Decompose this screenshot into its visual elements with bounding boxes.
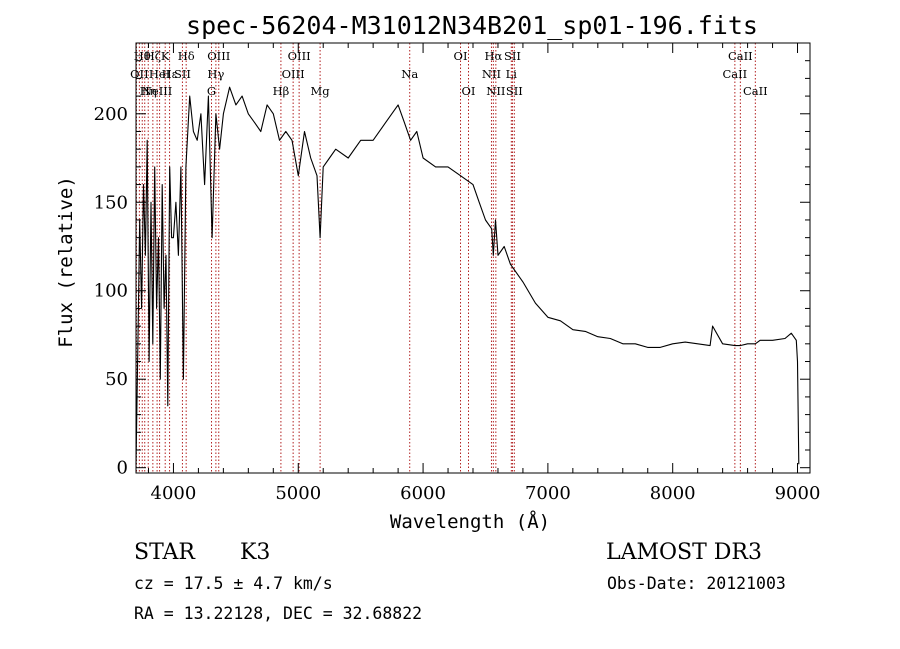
line-label: OI (462, 84, 476, 98)
x-tick-label: 9000 (775, 483, 821, 504)
line-label: CaII (728, 49, 753, 63)
line-label: Hη (140, 84, 157, 98)
survey-name: LAMOST DR3 (606, 540, 762, 565)
y-tick-label: 0 (117, 458, 128, 479)
axis-ticks: 4000 5000 6000 7000 8000 9000 0 50 100 150 200 (94, 43, 821, 504)
line-label: Li (506, 67, 518, 81)
flux-series-line (135, 86, 800, 465)
line-label: Na (401, 67, 418, 81)
line-label: NII (486, 84, 505, 98)
coordinates: RA = 13.22128, DEC = 32.68822 (134, 604, 423, 623)
line-label: OI (454, 49, 468, 63)
y-tick-label: 100 (94, 281, 128, 302)
x-tick-label: 8000 (650, 483, 696, 504)
line-label: Hζ (145, 49, 161, 63)
line-label: Mg (311, 84, 331, 98)
object-class: STAR (134, 540, 195, 565)
object-subclass: K3 (240, 540, 271, 565)
y-axis-label: Flux (relative) (55, 176, 77, 348)
line-label: Hα (484, 49, 502, 63)
line-label: HeI (149, 67, 170, 81)
spectral-line-markers (135, 43, 756, 473)
line-label: CaII (743, 84, 768, 98)
line-label: Hγ (207, 67, 224, 81)
line-label: G (207, 84, 216, 98)
y-tick-label: 50 (105, 369, 128, 390)
x-tick-label: 5000 (275, 483, 321, 504)
x-tick-label: 6000 (400, 483, 446, 504)
x-tick-label: 7000 (525, 483, 571, 504)
obs-date: Obs-Date: 20121003 (607, 574, 786, 593)
line-label: SII (174, 67, 191, 81)
x-axis-label: Wavelength (Å) (390, 510, 550, 533)
line-label: OIII (207, 49, 230, 63)
line-label: Hε (162, 67, 178, 81)
line-label: OIII (288, 49, 311, 63)
spectral-line-labels: OIIHθHηHζNeIIIHeIKHεSIIHδGHγOIIIHβOIIIOI… (130, 49, 768, 98)
line-label: SII (506, 84, 523, 98)
chart-title: spec-56204-M31012N34B201_sp01-196.fits (186, 11, 758, 40)
line-label: OIII (282, 67, 305, 81)
y-tick-label: 150 (94, 192, 128, 213)
redshift-cz: cz = 17.5 ± 4.7 km/s (134, 574, 333, 593)
line-label: NeIII (142, 84, 173, 98)
line-label: Hβ (273, 84, 290, 98)
line-label: Hδ (178, 49, 195, 63)
y-tick-label: 200 (94, 104, 128, 125)
line-label: Hθ (134, 49, 151, 63)
line-label: SII (504, 49, 521, 63)
line-label: CaII (722, 67, 747, 81)
line-label: OII (130, 67, 149, 81)
line-label: NII (482, 67, 501, 81)
line-label: K (161, 49, 170, 63)
plot-frame (135, 42, 811, 474)
x-tick-label: 4000 (151, 483, 197, 504)
